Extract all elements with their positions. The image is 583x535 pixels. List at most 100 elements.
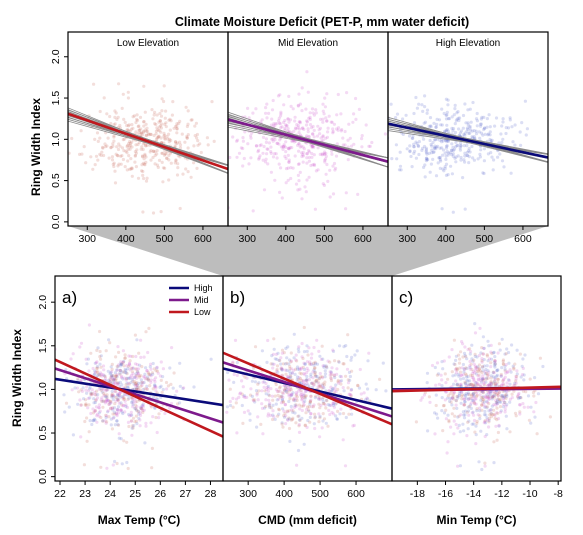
data-point bbox=[130, 167, 134, 171]
data-point bbox=[482, 171, 486, 176]
data-point bbox=[133, 153, 137, 157]
data-point bbox=[512, 366, 516, 370]
data-point bbox=[483, 126, 487, 130]
data-point bbox=[462, 416, 467, 420]
data-point bbox=[344, 191, 348, 195]
data-point bbox=[381, 361, 385, 365]
data-point bbox=[276, 94, 281, 98]
data-point bbox=[461, 422, 465, 426]
data-point bbox=[475, 381, 479, 385]
data-point bbox=[288, 372, 292, 376]
data-point bbox=[463, 102, 467, 106]
data-point bbox=[430, 363, 435, 368]
data-point bbox=[499, 132, 503, 136]
data-point bbox=[441, 404, 446, 408]
panel-title: Mid Elevation bbox=[278, 38, 338, 49]
data-point bbox=[458, 366, 462, 370]
data-point bbox=[324, 406, 328, 410]
data-point bbox=[110, 155, 114, 159]
data-point bbox=[137, 381, 141, 385]
data-point bbox=[503, 407, 507, 411]
data-point bbox=[332, 374, 336, 378]
data-point bbox=[160, 109, 164, 113]
data-point bbox=[452, 391, 456, 395]
data-point bbox=[91, 407, 95, 411]
data-point bbox=[159, 384, 163, 388]
data-point bbox=[79, 129, 83, 133]
data-point bbox=[153, 385, 157, 389]
data-point bbox=[480, 371, 484, 375]
data-point bbox=[148, 373, 152, 377]
data-point bbox=[155, 126, 159, 130]
data-point bbox=[309, 372, 313, 376]
data-point bbox=[505, 403, 509, 407]
data-point bbox=[321, 412, 325, 416]
data-point bbox=[462, 370, 466, 374]
data-point bbox=[314, 108, 318, 112]
data-point bbox=[257, 157, 261, 161]
data-point bbox=[137, 140, 141, 145]
data-point bbox=[116, 154, 120, 158]
data-point bbox=[135, 381, 139, 385]
data-point bbox=[84, 357, 88, 361]
data-point bbox=[139, 381, 143, 385]
data-point bbox=[167, 140, 171, 144]
data-point bbox=[462, 429, 466, 433]
data-point bbox=[492, 403, 496, 407]
data-point bbox=[289, 351, 293, 355]
data-point bbox=[430, 148, 434, 152]
data-point bbox=[104, 349, 108, 353]
data-point bbox=[151, 155, 155, 160]
data-point bbox=[121, 92, 125, 96]
data-point bbox=[92, 397, 96, 401]
data-point bbox=[130, 373, 134, 377]
data-point bbox=[129, 410, 133, 414]
data-point bbox=[492, 382, 496, 386]
data-point bbox=[108, 380, 112, 384]
data-point bbox=[101, 419, 105, 423]
data-point bbox=[375, 131, 378, 134]
x-tick-label: 25 bbox=[129, 488, 141, 500]
data-point bbox=[287, 394, 291, 398]
data-point bbox=[121, 360, 125, 364]
data-point bbox=[293, 403, 297, 407]
data-point bbox=[493, 391, 497, 395]
data-point bbox=[476, 413, 480, 417]
data-point bbox=[115, 364, 119, 368]
data-point bbox=[321, 419, 325, 423]
data-point bbox=[83, 419, 87, 424]
data-point bbox=[412, 151, 416, 155]
data-point bbox=[119, 408, 123, 412]
data-point bbox=[452, 397, 456, 401]
data-point bbox=[116, 423, 121, 427]
data-point bbox=[468, 126, 472, 130]
data-point bbox=[480, 365, 485, 369]
panel-label: a) bbox=[62, 288, 77, 307]
data-point bbox=[118, 368, 123, 373]
data-point bbox=[231, 135, 235, 139]
data-point bbox=[487, 418, 491, 422]
data-point bbox=[142, 375, 146, 379]
data-point bbox=[316, 380, 320, 384]
data-point bbox=[424, 159, 428, 163]
data-point bbox=[429, 124, 433, 128]
data-point bbox=[444, 162, 449, 166]
data-point bbox=[123, 165, 127, 169]
data-point bbox=[404, 113, 408, 117]
data-point bbox=[383, 132, 387, 136]
data-point bbox=[331, 401, 335, 405]
data-point bbox=[161, 166, 166, 170]
data-point bbox=[271, 398, 275, 402]
data-point bbox=[228, 387, 232, 391]
data-point bbox=[195, 136, 199, 140]
data-point bbox=[116, 398, 120, 402]
data-point bbox=[456, 394, 460, 398]
data-point bbox=[316, 396, 321, 400]
data-point bbox=[325, 119, 329, 123]
data-point bbox=[269, 145, 273, 149]
x-tick-label: 24 bbox=[104, 488, 116, 500]
data-point bbox=[443, 167, 447, 171]
data-point bbox=[89, 411, 93, 416]
data-point bbox=[428, 400, 432, 404]
data-point bbox=[445, 451, 449, 455]
